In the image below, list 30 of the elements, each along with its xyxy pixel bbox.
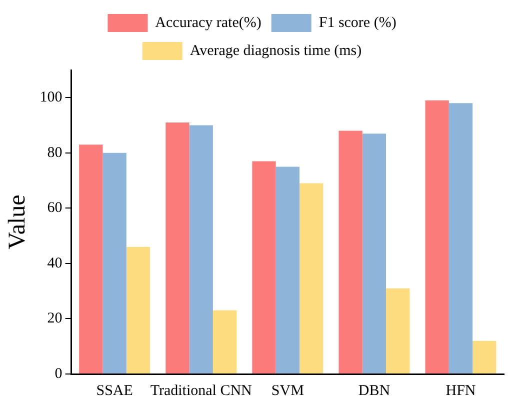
bar	[102, 152, 126, 374]
bar	[212, 310, 237, 374]
x-tick-label: SSAE	[96, 382, 133, 399]
y-tick-label: 0	[54, 366, 62, 382]
y-tick-label: 80	[47, 144, 62, 161]
bar	[299, 183, 324, 374]
y-tick-label: 40	[47, 255, 62, 272]
legend-label: Accuracy rate(%)	[155, 14, 262, 31]
bar	[472, 340, 496, 374]
bar	[189, 125, 213, 374]
bar	[338, 130, 362, 374]
bar	[166, 122, 190, 374]
x-tick-label: DBN	[358, 382, 390, 399]
bar	[448, 103, 473, 374]
bar	[252, 161, 276, 374]
bar	[386, 288, 410, 374]
x-tick-label: SVM	[271, 382, 304, 399]
bar	[425, 100, 449, 374]
y-tick-label: 100	[40, 90, 62, 106]
legend-label: F1 score (%)	[318, 14, 396, 31]
bar	[276, 166, 300, 374]
bar	[126, 246, 150, 374]
legend-label: Average diagnosis time (ms)	[190, 42, 362, 59]
x-tick-label: Traditional CNN	[150, 382, 252, 399]
bar	[362, 134, 386, 374]
y-axis-title: Value	[4, 194, 31, 250]
bar	[79, 144, 103, 374]
y-tick-label: 20	[47, 310, 62, 327]
x-tick-label: HFN	[446, 382, 476, 399]
y-tick-label: 60	[47, 200, 62, 216]
